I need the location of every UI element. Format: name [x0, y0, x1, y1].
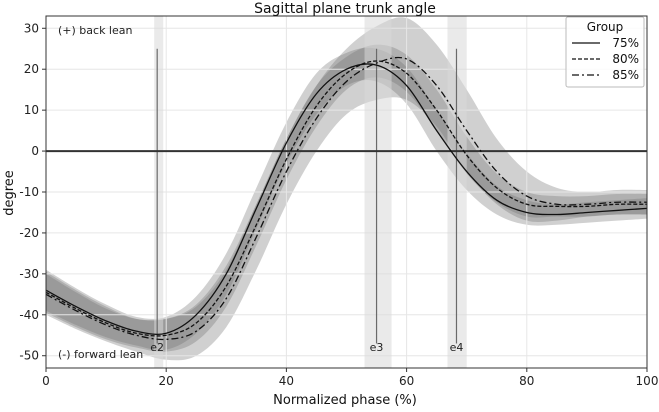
chart-title: Sagittal plane trunk angle — [254, 1, 436, 17]
y-axis-label: degree — [2, 170, 17, 216]
x-tick-label: 40 — [279, 374, 294, 388]
series-line-75% — [45, 63, 648, 335]
legend-title: Group — [587, 20, 624, 34]
sd-band-75% — [46, 47, 647, 351]
forward-lean-annotation: (-) forward lean — [58, 348, 143, 361]
y-tick-label: -20 — [19, 226, 39, 240]
event-label-e2: e2 — [150, 341, 164, 354]
y-tick-label: 20 — [24, 62, 39, 76]
x-tick-label: 20 — [159, 374, 174, 388]
x-axis-label: Normalized phase (%) — [273, 393, 417, 408]
y-tick-label: 10 — [24, 103, 39, 117]
y-tick-label: -40 — [19, 308, 39, 322]
back-lean-annotation: (+) back lean — [58, 24, 132, 37]
x-tick-label: 100 — [636, 374, 659, 388]
event-band-e2 — [154, 16, 164, 368]
x-tick-label: 80 — [519, 374, 534, 388]
event-band-e4 — [447, 16, 467, 368]
y-tick-label: 0 — [31, 144, 39, 158]
event-band-e3 — [364, 16, 392, 368]
y-tick-label: -10 — [19, 185, 39, 199]
y-tick-label: -30 — [19, 267, 39, 281]
event-label-e4: e4 — [450, 341, 464, 354]
legend: Group 75% 80% 85% — [565, 16, 645, 88]
legend-label-85%: 85% — [612, 68, 639, 82]
y-tick-label: -50 — [19, 349, 39, 363]
legend-label-80%: 80% — [612, 52, 639, 66]
event-label-e3: e3 — [370, 341, 384, 354]
event-markers-layer: e2 e3 e4 — [150, 16, 467, 368]
x-tick-label: 60 — [399, 374, 414, 388]
legend-label-75%: 75% — [612, 36, 639, 50]
y-tick-label: 30 — [24, 21, 39, 35]
legend-box — [565, 16, 645, 88]
x-tick-label: 0 — [42, 374, 50, 388]
series-line-85% — [45, 56, 648, 341]
series-line-80% — [45, 60, 648, 337]
axes-layer: 0 20 40 60 80 100 -50 -40 -30 -20 -10 0 10 20 30 — [19, 15, 659, 388]
series-lines-layer — [45, 56, 648, 341]
